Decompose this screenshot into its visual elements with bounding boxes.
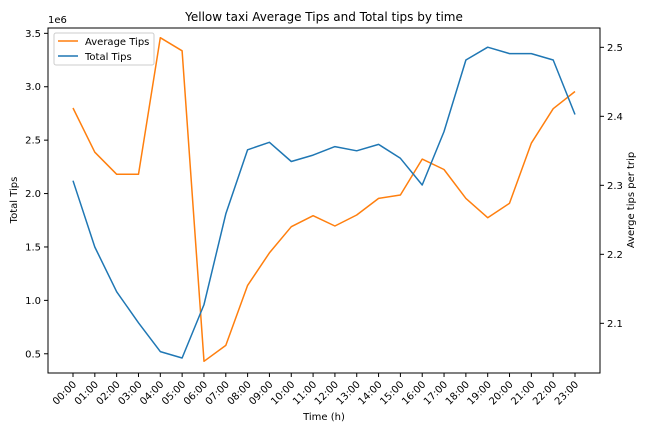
left-tick-label: 1.0 (25, 296, 41, 307)
x-tick-label: 18:00 (444, 379, 472, 407)
x-tick-label: 19:00 (466, 379, 494, 407)
x-tick-label: 08:00 (226, 379, 254, 407)
left-axis: 0.5 1.0 1.5 2.0 2.5 3.0 3.5 (25, 29, 48, 360)
left-tick-label: 2.5 (25, 136, 41, 147)
x-tick-label: 01:00 (73, 379, 101, 407)
x-tick-label: 00:00 (51, 379, 79, 407)
plot-area (47, 27, 601, 374)
series-line-total-tips (72, 46, 576, 359)
legend-label-total-tips: Total Tips (84, 52, 132, 63)
left-tick-label: 1.5 (25, 242, 41, 253)
legend-label-average-tips: Average Tips (85, 37, 149, 48)
x-axis-label: Time (h) (302, 412, 345, 423)
x-axis: 00:0001:0002:0003:0004:0005:0006:0007:00… (51, 373, 581, 408)
x-tick-label: 05:00 (160, 379, 188, 407)
x-tick-label: 16:00 (400, 379, 428, 407)
x-tick-label: 15:00 (378, 379, 406, 407)
x-tick-label: 13:00 (335, 379, 363, 407)
series-lines (72, 36, 576, 363)
x-tick-label: 10:00 (269, 379, 297, 407)
x-tick-label: 03:00 (116, 379, 144, 407)
series-line-average-tips (72, 36, 576, 363)
x-tick-label: 20:00 (487, 379, 515, 407)
right-axis: 2.1 2.2 2.3 2.4 2.5 (600, 43, 623, 330)
right-tick-label: 2.1 (607, 319, 623, 330)
left-tick-label: 3.0 (25, 82, 41, 93)
x-tick-label: 22:00 (531, 379, 559, 407)
x-tick-label: 09:00 (247, 379, 275, 407)
x-tick-label: 04:00 (138, 379, 166, 407)
chart-title: Yellow taxi Average Tips and Total tips … (184, 10, 463, 24)
left-tick-label: 0.5 (25, 349, 41, 360)
legend-box (53, 32, 155, 66)
left-axis-offset-label: 1e6 (48, 15, 67, 26)
x-tick-label: 02:00 (95, 379, 123, 407)
legend: Average Tips Total Tips (53, 32, 155, 66)
x-tick-label: 17:00 (422, 379, 450, 407)
right-tick-label: 2.2 (607, 250, 623, 261)
right-axis-label: Averge tips per trip (626, 152, 637, 248)
x-tick-label: 23:00 (553, 379, 581, 407)
left-tick-label: 2.0 (25, 189, 41, 200)
right-tick-label: 2.3 (607, 181, 623, 192)
x-tick-label: 14:00 (357, 379, 385, 407)
left-axis-label: Total Tips (9, 177, 20, 225)
x-tick-label: 07:00 (204, 379, 232, 407)
x-tick-label: 12:00 (313, 379, 341, 407)
x-tick-label: 11:00 (291, 379, 319, 407)
x-tick-label: 21:00 (509, 379, 537, 407)
right-tick-label: 2.4 (607, 112, 623, 123)
left-tick-label: 3.5 (25, 29, 41, 40)
x-tick-label: 06:00 (182, 379, 210, 407)
right-tick-label: 2.5 (607, 43, 623, 54)
